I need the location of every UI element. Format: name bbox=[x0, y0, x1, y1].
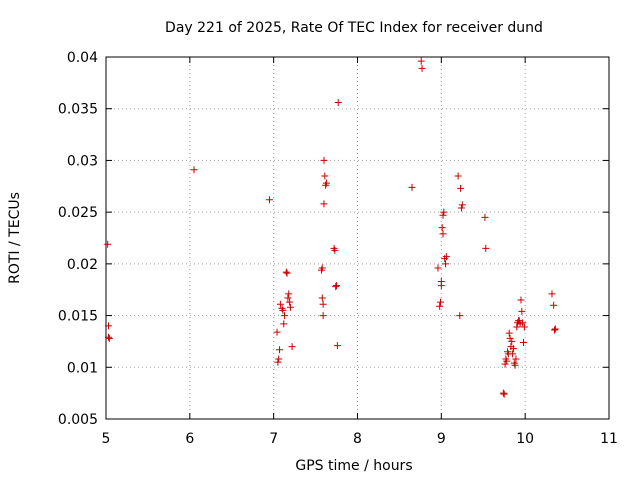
data-point bbox=[276, 300, 284, 308]
y-tick-label: 0.03 bbox=[67, 153, 98, 169]
data-point bbox=[286, 303, 294, 311]
data-point bbox=[440, 208, 448, 216]
axis-ticks: 5 6 7 8 9 10 11 0.005 0.01 0.015 0.02 0.025 0.03 0.03… bbox=[58, 50, 618, 447]
data-point bbox=[438, 224, 446, 232]
data-point bbox=[513, 323, 521, 331]
data-point bbox=[437, 277, 445, 285]
data-point bbox=[499, 389, 507, 397]
grid bbox=[106, 57, 609, 419]
data-point bbox=[481, 213, 489, 221]
data-point bbox=[320, 156, 328, 164]
data-point bbox=[456, 312, 464, 320]
data-point bbox=[282, 268, 290, 276]
data-point bbox=[320, 200, 328, 208]
data-point bbox=[551, 326, 559, 334]
data-point bbox=[511, 361, 519, 369]
data-point bbox=[457, 184, 465, 192]
data-point bbox=[458, 201, 466, 209]
data-point bbox=[332, 283, 340, 291]
x-tick-label: 6 bbox=[185, 431, 194, 447]
data-point bbox=[104, 240, 112, 248]
data-point bbox=[273, 328, 281, 336]
data-point bbox=[517, 296, 525, 304]
data-point bbox=[482, 244, 490, 252]
data-point bbox=[333, 282, 341, 290]
y-tick-label: 0.02 bbox=[67, 257, 98, 273]
data-point bbox=[279, 306, 287, 314]
data-point bbox=[439, 230, 447, 238]
data-point bbox=[500, 390, 508, 398]
x-axis-label: GPS time / hours bbox=[295, 458, 412, 474]
data-point bbox=[321, 172, 329, 180]
data-point bbox=[319, 300, 327, 308]
x-tick-label: 11 bbox=[600, 431, 618, 447]
data-point bbox=[520, 323, 528, 331]
y-tick-label: 0.01 bbox=[67, 360, 98, 376]
data-point bbox=[334, 99, 342, 107]
data-point bbox=[283, 269, 291, 277]
data-point bbox=[281, 312, 289, 320]
y-axis-label: ROTI / TECUs bbox=[7, 192, 23, 284]
data-point bbox=[319, 312, 327, 320]
data-point bbox=[439, 211, 447, 219]
data-point bbox=[454, 172, 462, 180]
y-tick-label: 0.025 bbox=[58, 205, 98, 221]
data-point bbox=[442, 253, 450, 261]
data-point bbox=[280, 320, 288, 328]
data-point bbox=[331, 246, 339, 254]
x-tick-label: 10 bbox=[516, 431, 534, 447]
data-point bbox=[508, 337, 516, 345]
data-point bbox=[519, 338, 527, 346]
data-point bbox=[434, 264, 442, 272]
data-point bbox=[436, 298, 444, 306]
data-point bbox=[506, 334, 514, 342]
data-point bbox=[190, 166, 198, 174]
data-point bbox=[322, 179, 330, 187]
data-point bbox=[550, 301, 558, 309]
data-point bbox=[288, 343, 296, 351]
y-tick-label: 0.035 bbox=[58, 102, 98, 118]
chart-title: Day 221 of 2025, Rate Of TEC Index for r… bbox=[165, 20, 543, 36]
data-point bbox=[265, 196, 273, 204]
data-point bbox=[519, 319, 527, 327]
data-point bbox=[512, 355, 520, 363]
x-tick-label: 9 bbox=[437, 431, 446, 447]
data-point bbox=[551, 325, 559, 333]
data-point bbox=[318, 264, 326, 272]
data-point bbox=[417, 57, 425, 65]
data-point bbox=[333, 342, 341, 350]
data-point bbox=[318, 294, 326, 302]
y-tick-label: 0.005 bbox=[58, 412, 98, 428]
data-point bbox=[457, 204, 465, 212]
data-point bbox=[275, 355, 283, 363]
data-point bbox=[276, 346, 284, 354]
data-points bbox=[104, 57, 559, 398]
data-point bbox=[408, 183, 416, 191]
data-point bbox=[284, 294, 292, 302]
data-point bbox=[418, 64, 426, 72]
data-point bbox=[436, 302, 444, 310]
y-tick-label: 0.015 bbox=[58, 309, 98, 325]
data-point bbox=[442, 260, 450, 268]
y-tick-label: 0.04 bbox=[67, 50, 98, 66]
data-point bbox=[274, 358, 282, 366]
data-point bbox=[105, 322, 113, 330]
data-point bbox=[501, 360, 509, 368]
data-point bbox=[509, 345, 517, 353]
data-point bbox=[285, 290, 293, 298]
data-point bbox=[505, 329, 513, 337]
data-point bbox=[105, 333, 113, 341]
x-tick-label: 5 bbox=[102, 431, 111, 447]
data-point bbox=[509, 350, 517, 358]
data-point bbox=[286, 298, 294, 306]
data-point bbox=[105, 334, 113, 342]
x-tick-label: 8 bbox=[353, 431, 362, 447]
x-tick-label: 7 bbox=[269, 431, 278, 447]
data-point bbox=[518, 307, 526, 315]
data-point bbox=[548, 290, 556, 298]
data-point bbox=[503, 357, 511, 365]
